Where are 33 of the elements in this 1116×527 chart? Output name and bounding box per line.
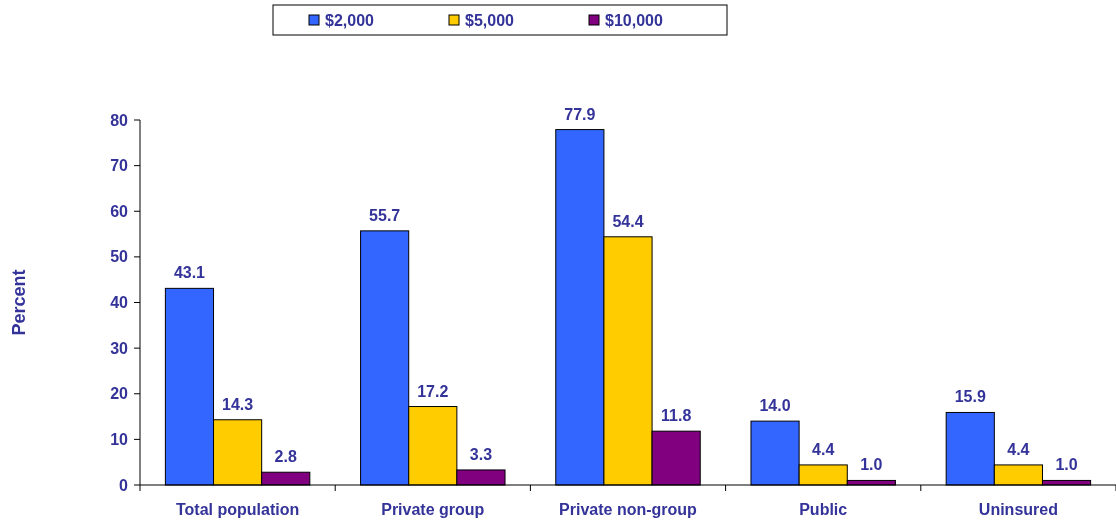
data-label: 3.3 bbox=[469, 445, 493, 463]
y-tick-label: 30 bbox=[110, 339, 129, 357]
data-label: 2.8 bbox=[274, 448, 297, 466]
y-tick-label: 60 bbox=[110, 202, 129, 220]
y-tick-label: 40 bbox=[110, 294, 129, 312]
data-label: 1.0 bbox=[1055, 456, 1078, 474]
data-label: 1.0 bbox=[860, 456, 883, 474]
x-tick-label: Private group bbox=[381, 501, 485, 518]
y-tick-label: 20 bbox=[110, 385, 129, 403]
data-label: 77.9 bbox=[564, 105, 596, 123]
data-label: 17.2 bbox=[417, 382, 449, 400]
data-label: 43.1 bbox=[173, 264, 206, 282]
x-tick-label: Uninsured bbox=[978, 501, 1058, 518]
data-label: 54.4 bbox=[612, 212, 644, 230]
data-label: 15.9 bbox=[954, 388, 986, 406]
x-tick-label: Total population bbox=[175, 501, 300, 518]
data-label: 11.8 bbox=[661, 407, 692, 425]
legend-label: $5,000 bbox=[465, 11, 515, 29]
data-label: 14.0 bbox=[759, 397, 791, 415]
y-tick-label: 80 bbox=[110, 111, 129, 129]
data-label: 4.4 bbox=[1007, 440, 1030, 458]
y-tick-label: 10 bbox=[110, 430, 129, 448]
legend-label: $2,000 bbox=[325, 11, 375, 29]
y-tick-label: 50 bbox=[110, 248, 129, 266]
x-tick-label: Public bbox=[799, 501, 848, 518]
x-tick-label: Private non-group bbox=[559, 501, 698, 518]
y-tick-label: 70 bbox=[110, 157, 129, 175]
y-axis-title: Percent bbox=[9, 269, 29, 336]
data-label: 4.4 bbox=[812, 440, 835, 458]
data-label: 55.7 bbox=[369, 206, 401, 224]
data-label: 14.3 bbox=[222, 395, 254, 413]
legend-label: $10,000 bbox=[605, 11, 663, 29]
y-tick-label: 0 bbox=[119, 476, 129, 494]
